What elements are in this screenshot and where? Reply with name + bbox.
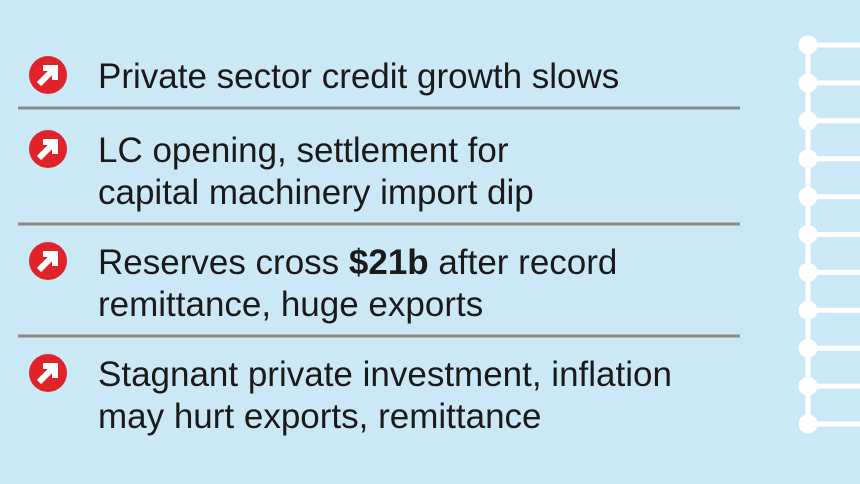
headline-line: may hurt exports, remittance bbox=[98, 397, 542, 436]
bullet-icon bbox=[29, 242, 67, 280]
headline-line: Reserves cross $21b after record bbox=[98, 243, 617, 282]
headline-text: capital machinery import dip bbox=[98, 173, 534, 212]
headline-line: Private sector credit growth slows bbox=[98, 57, 619, 96]
headline-text: LC opening, settlement for bbox=[98, 131, 509, 170]
headline-text: $21b bbox=[349, 243, 429, 282]
headline-list: Private sector credit growth slows LC ope… bbox=[18, 56, 740, 436]
headline-line: remittance, huge exports bbox=[98, 285, 483, 324]
icon-arrow bbox=[36, 139, 58, 161]
icon-arrow bbox=[36, 251, 58, 273]
headline-text: Private sector credit growth slows bbox=[98, 57, 619, 96]
headline-text: Reserves cross bbox=[98, 243, 349, 282]
headline-line: LC opening, settlement for bbox=[98, 131, 509, 170]
headline-text: remittance, huge exports bbox=[98, 285, 483, 324]
bullet-icon bbox=[29, 56, 67, 94]
bullet-icon bbox=[29, 354, 67, 392]
headline-text: Stagnant private investment, inflation bbox=[98, 355, 672, 394]
headline-text: may hurt exports, remittance bbox=[98, 397, 542, 436]
decoration bbox=[798, 35, 860, 434]
headline-line: capital machinery import dip bbox=[98, 173, 534, 212]
icon-arrow bbox=[36, 363, 58, 385]
icon-arrow bbox=[36, 65, 58, 87]
headline-text: after record bbox=[429, 243, 618, 282]
bullet-icon bbox=[29, 130, 67, 168]
headline-line: Stagnant private investment, inflation bbox=[98, 355, 672, 394]
